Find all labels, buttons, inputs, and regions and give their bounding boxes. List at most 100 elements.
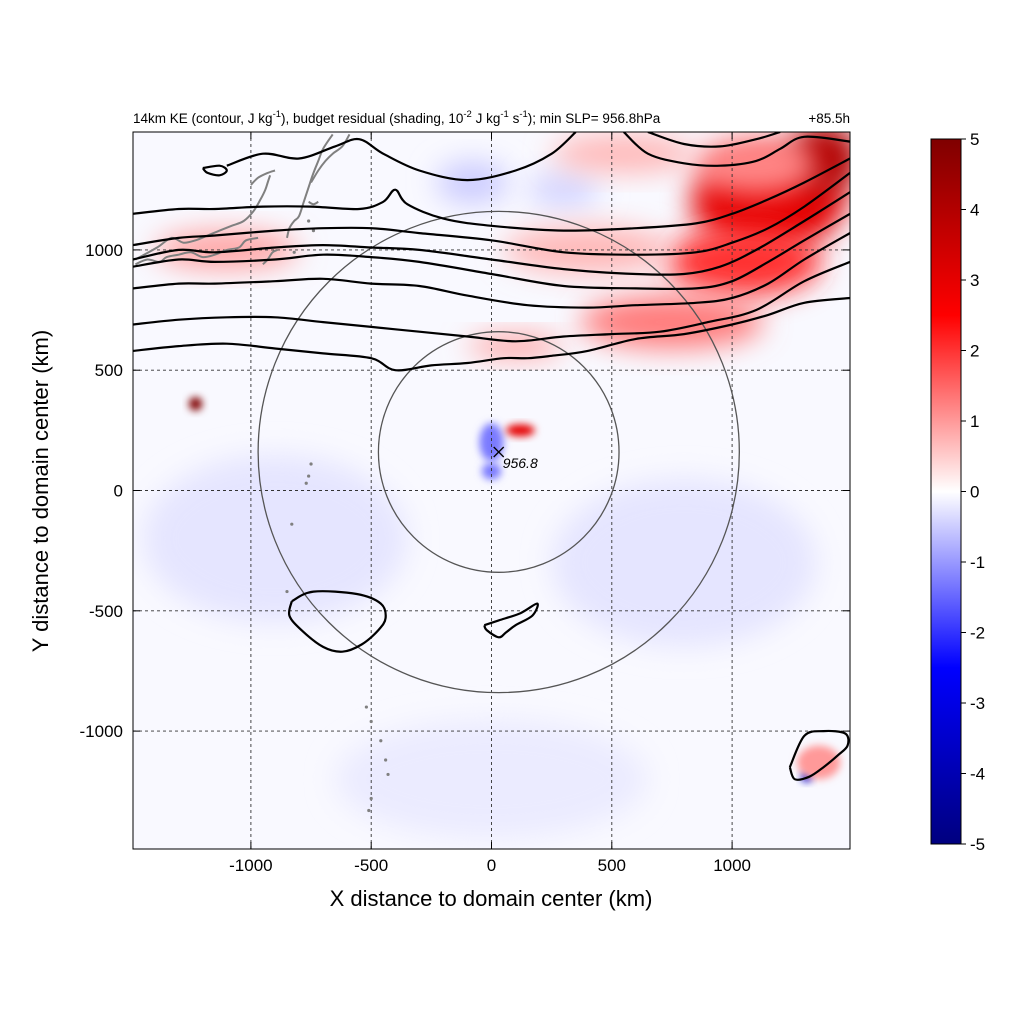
- negative-residual-blob: [479, 423, 504, 462]
- island-dot: [309, 462, 313, 466]
- island-dot: [292, 250, 296, 254]
- y-tick-label: 1000: [85, 241, 123, 260]
- colorbar-gradient: [931, 139, 961, 844]
- y-tick: 500: [95, 361, 850, 380]
- range-circles: [257, 210, 740, 694]
- negative-residual-blob: [436, 160, 509, 205]
- time-label: +85.5h: [808, 111, 850, 126]
- y-tick-label: 500: [95, 361, 123, 380]
- colorbar-tick: 2: [961, 342, 979, 361]
- ke-contour-line: [133, 260, 850, 343]
- x-axis: -1000 -500 0 500 1000: [229, 132, 751, 875]
- title-part-4: s: [509, 111, 520, 126]
- residual-shading: [142, 132, 850, 840]
- y-tick: 0: [114, 482, 850, 501]
- colorbar-tick: 4: [961, 201, 979, 220]
- positive-residual-blob: [580, 295, 764, 349]
- y-axis: -1000 -500 0 500 1000: [80, 241, 850, 741]
- positive-residual-blob: [797, 745, 841, 780]
- title-sup-3: -1: [500, 109, 508, 120]
- title-part-1: 14km KE (contour, J kg: [133, 111, 273, 126]
- y-tick-label: -500: [89, 602, 123, 621]
- range-circle: [377, 331, 620, 573]
- colorbar-tick-label: 3: [970, 271, 979, 290]
- range-circle: [257, 210, 740, 694]
- x-tick: 500: [598, 132, 626, 875]
- x-tick-label: 1000: [713, 856, 751, 875]
- coastline: [308, 200, 319, 206]
- x-tick-label: 500: [598, 856, 626, 875]
- island-dot: [304, 481, 308, 485]
- svg-text:14km KE (contour, J kg-1), bud: 14km KE (contour, J kg -1 ), budget residu…: [133, 109, 661, 126]
- island-dot: [307, 219, 311, 223]
- negative-residual-blob: [527, 170, 600, 209]
- positive-residual-blob: [505, 424, 535, 437]
- title-part-2: ), budget residual (shading, 10: [281, 111, 463, 126]
- island-dot: [369, 719, 373, 724]
- colorbar-tick: 0: [961, 483, 979, 502]
- island-dot: [379, 739, 383, 743]
- colorbar-tick: 5: [961, 130, 979, 149]
- island-dot: [369, 796, 373, 801]
- colorbar-tick: -2: [961, 624, 985, 643]
- island-dot: [311, 229, 316, 233]
- ke-contour-line: [201, 164, 228, 177]
- title-part-3: J kg: [472, 111, 501, 126]
- ke-contour-line: [788, 729, 850, 781]
- y-tick-label: -1000: [80, 722, 123, 741]
- ke-contour-line: [133, 172, 850, 256]
- ke-contour-line: [483, 602, 539, 639]
- colorbar-tick-label: -4: [970, 765, 985, 784]
- ke-contour-line: [133, 212, 850, 291]
- x-tick: 0: [487, 132, 496, 875]
- min-slp-label: 956.8: [503, 455, 538, 471]
- x-tick: -1000: [229, 132, 273, 875]
- ke-contour-line: [623, 132, 850, 167]
- island-dot: [307, 474, 311, 478]
- chart-title: 14km KE (contour, J kg -1 ), budget residu…: [133, 109, 850, 126]
- colorbar-tick-label: 5: [970, 130, 979, 149]
- title-sup-4: -1: [519, 109, 527, 120]
- negative-residual-blob: [551, 478, 817, 647]
- island-dot: [285, 589, 289, 594]
- ke-contour-line: [287, 590, 387, 653]
- ke-contour-line: [133, 157, 850, 232]
- y-tick-label: 0: [114, 482, 123, 501]
- coastline: [286, 133, 334, 239]
- ke-contour-line: [133, 296, 850, 372]
- colorbar-tick: -5: [961, 835, 985, 854]
- island-dot: [386, 772, 390, 777]
- positive-residual-blob: [551, 134, 697, 173]
- title-part-5: ); min SLP= 956.8hPa: [528, 111, 661, 126]
- colorbar-tick: -1: [961, 553, 985, 572]
- negative-residual-blob: [142, 454, 408, 623]
- x-tick: -500: [354, 132, 388, 875]
- coastline: [250, 169, 276, 186]
- y-tick: -1000: [80, 722, 850, 741]
- min-slp-marker: [493, 446, 505, 458]
- colorbar-tick-label: -5: [970, 835, 985, 854]
- y-axis-title: Y distance to domain center (km): [28, 330, 53, 652]
- coastline: [262, 248, 278, 266]
- colorbar: 5 4 3 2 1 0 -1 -2 -3 -4 -5: [930, 130, 985, 854]
- island-dot: [367, 808, 371, 813]
- positive-residual-blob: [696, 136, 817, 195]
- colorbar-tick: -4: [961, 765, 985, 784]
- colorbar-tick: -3: [961, 694, 985, 713]
- island-dot: [384, 758, 388, 762]
- colorbar-tick-label: 1: [970, 412, 979, 431]
- positive-residual-blob: [667, 228, 822, 296]
- plot-area: 956.8: [133, 132, 850, 849]
- negative-residual-blob: [481, 462, 502, 480]
- colorbar-tick: 1: [961, 412, 979, 431]
- ke-contour-line: [647, 132, 781, 148]
- colorbar-tick-label: -3: [970, 694, 985, 713]
- x-tick: 1000: [713, 132, 751, 875]
- positive-residual-blob: [188, 397, 203, 411]
- x-tick-label: -1000: [229, 856, 272, 875]
- positive-residual-blob: [503, 225, 672, 274]
- colorbar-tick-label: 2: [970, 342, 979, 361]
- island-dot: [290, 522, 294, 526]
- x-axis-title: X distance to domain center (km): [330, 886, 653, 911]
- x-tick-label: 0: [487, 856, 496, 875]
